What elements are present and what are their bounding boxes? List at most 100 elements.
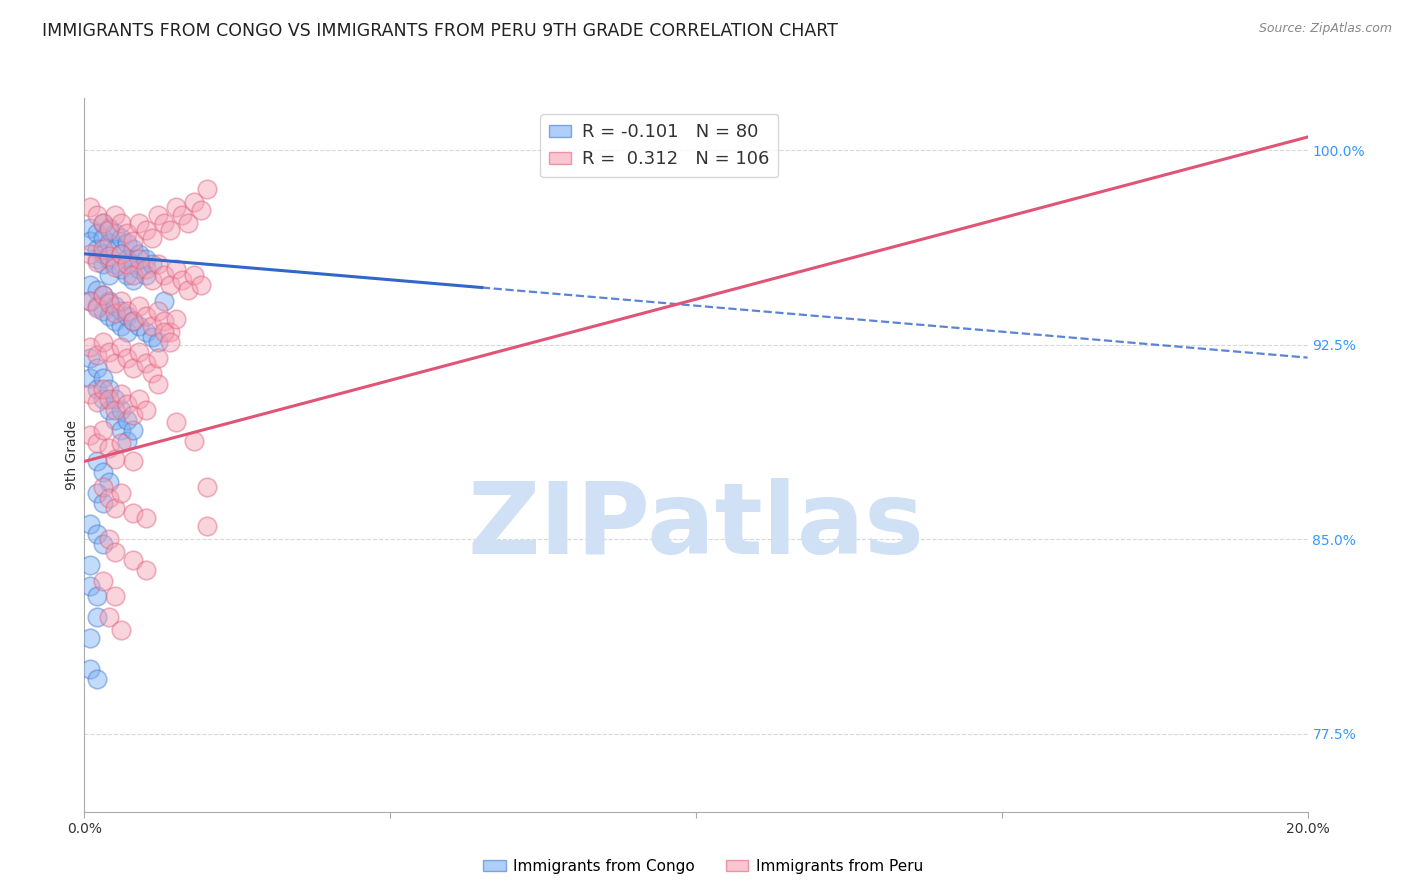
Point	[110, 340, 132, 354]
Point	[115, 413, 138, 427]
Point	[97, 293, 120, 308]
Point	[86, 673, 108, 687]
Point	[190, 202, 212, 217]
Point	[86, 208, 108, 222]
Point	[104, 501, 127, 516]
Point	[159, 277, 181, 292]
Point	[128, 345, 150, 359]
Point	[153, 314, 176, 328]
Point	[79, 371, 101, 385]
Point	[122, 242, 145, 256]
Point	[86, 394, 108, 409]
Point	[122, 314, 145, 328]
Point	[146, 351, 169, 365]
Point	[165, 416, 187, 430]
Point	[115, 257, 138, 271]
Point	[91, 423, 114, 437]
Point	[104, 545, 127, 559]
Point	[135, 252, 157, 266]
Point	[79, 516, 101, 531]
Point	[86, 252, 108, 266]
Point	[91, 242, 114, 256]
Point	[146, 334, 169, 349]
Point	[79, 579, 101, 593]
Point	[128, 299, 150, 313]
Point	[195, 480, 218, 494]
Point	[91, 382, 114, 396]
Point	[183, 194, 205, 209]
Point	[135, 402, 157, 417]
Point	[122, 361, 145, 376]
Point	[159, 223, 181, 237]
Point	[153, 216, 176, 230]
Point	[91, 247, 114, 261]
Point	[115, 304, 138, 318]
Point	[122, 408, 145, 422]
Point	[122, 553, 145, 567]
Point	[97, 268, 120, 282]
Point	[97, 249, 120, 263]
Point	[110, 623, 132, 637]
Point	[172, 208, 194, 222]
Point	[115, 268, 138, 282]
Point	[79, 293, 101, 308]
Point	[122, 454, 145, 468]
Point	[128, 216, 150, 230]
Point	[135, 511, 157, 525]
Point	[122, 234, 145, 248]
Point	[79, 220, 101, 235]
Point	[79, 247, 101, 261]
Point	[97, 491, 120, 505]
Point	[110, 293, 132, 308]
Point	[135, 563, 157, 577]
Point	[115, 434, 138, 448]
Point	[79, 234, 101, 248]
Point	[195, 182, 218, 196]
Point	[86, 361, 108, 376]
Point	[79, 293, 101, 308]
Point	[104, 260, 127, 274]
Point	[159, 334, 181, 349]
Point	[79, 631, 101, 645]
Point	[97, 252, 120, 266]
Point	[86, 590, 108, 604]
Point	[79, 428, 101, 442]
Point	[86, 226, 108, 240]
Point	[91, 334, 114, 349]
Point	[122, 268, 145, 282]
Point	[110, 423, 132, 437]
Point	[91, 231, 114, 245]
Point	[86, 254, 108, 268]
Point	[79, 558, 101, 573]
Point	[165, 311, 187, 326]
Point	[153, 293, 176, 308]
Point	[177, 216, 200, 230]
Point	[122, 506, 145, 520]
Point	[135, 268, 157, 282]
Point	[86, 454, 108, 468]
Point	[104, 356, 127, 370]
Point	[177, 283, 200, 297]
Point	[135, 223, 157, 237]
Point	[115, 397, 138, 411]
Point	[86, 485, 108, 500]
Point	[97, 236, 120, 251]
Point	[110, 304, 132, 318]
Point	[97, 610, 120, 624]
Text: ZIPatlas: ZIPatlas	[468, 478, 924, 574]
Point	[128, 252, 150, 266]
Point	[79, 200, 101, 214]
Point	[110, 231, 132, 245]
Point	[128, 247, 150, 261]
Point	[104, 402, 127, 417]
Point	[183, 434, 205, 448]
Point	[91, 574, 114, 588]
Point	[91, 392, 114, 406]
Point	[104, 590, 127, 604]
Point	[122, 257, 145, 271]
Point	[110, 387, 132, 401]
Point	[79, 340, 101, 354]
Point	[115, 252, 138, 266]
Point	[97, 345, 120, 359]
Point	[165, 262, 187, 277]
